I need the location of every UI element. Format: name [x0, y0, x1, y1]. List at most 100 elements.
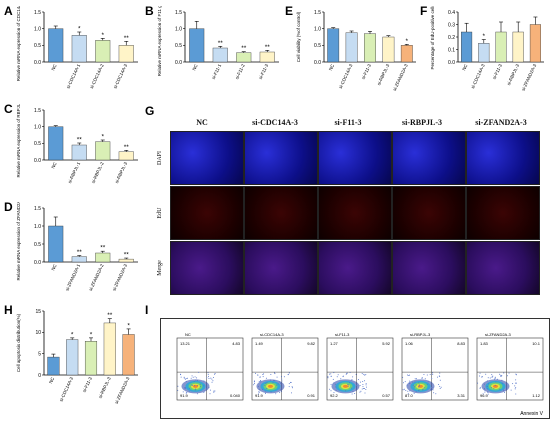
event-dot — [190, 377, 192, 379]
x-tick-label: si-RBPJL-3 — [98, 376, 112, 399]
event-dot — [334, 383, 336, 385]
event-dot — [423, 374, 425, 376]
micrograph-edu-5 — [466, 186, 540, 240]
micrograph-edu-2 — [244, 186, 318, 240]
event-dot — [479, 386, 481, 388]
panel-label-b: B — [145, 4, 154, 18]
event-dot — [184, 388, 186, 390]
event-dot — [333, 392, 335, 394]
event-dot — [429, 374, 431, 376]
bar — [71, 35, 87, 63]
flow-plot-title: si-F11-3 — [335, 332, 350, 337]
event-dot — [195, 379, 197, 381]
event-dot — [342, 376, 344, 378]
micrograph-dapi-5 — [466, 131, 540, 185]
x-tick-label: si-F11-1 — [211, 63, 223, 80]
event-dot — [192, 376, 194, 378]
event-dot — [280, 382, 282, 384]
event-dot — [356, 384, 358, 386]
event-dot — [183, 377, 185, 379]
micrograph-dapi-2 — [244, 131, 318, 185]
event-dot — [212, 377, 214, 379]
x-tick-label: si-RBPJL-3 — [376, 63, 390, 86]
significance-mark: ** — [77, 137, 83, 144]
y-tick-label: 10 — [35, 330, 41, 336]
micrograph-dapi-3 — [318, 131, 392, 185]
quadrant-ur-value: 8.83 — [457, 341, 466, 346]
y-tick-label: 0.5 — [34, 141, 41, 147]
event-dot — [330, 375, 332, 377]
quadrant-ul-value: 1.06 — [405, 341, 414, 346]
x-tick-label: NC — [48, 376, 56, 385]
quadrant-lr-value: 0.040 — [230, 393, 241, 398]
event-dot — [484, 391, 486, 393]
event-dot — [514, 388, 516, 390]
event-dot — [290, 382, 292, 384]
event-dot — [361, 388, 363, 390]
event-dot — [281, 378, 283, 380]
y-axis-label: Relative mRNA expression of F11 gene — [157, 6, 162, 76]
event-dot — [254, 380, 256, 382]
event-dot — [348, 384, 350, 386]
event-dot — [364, 392, 366, 394]
g-row-head-merge: Merge — [157, 260, 163, 276]
event-dot — [277, 383, 279, 385]
event-dot — [484, 383, 486, 385]
event-dot — [501, 375, 503, 377]
event-dot — [514, 385, 516, 387]
event-dot — [327, 377, 329, 379]
x-tick-label: NC — [328, 63, 336, 72]
event-dot — [402, 376, 404, 378]
event-dot — [403, 388, 405, 390]
x-tick-label: si-CDC14A-3 — [58, 376, 74, 403]
bar — [71, 144, 87, 161]
event-dot — [407, 390, 409, 392]
bar — [48, 126, 64, 161]
event-dot — [439, 388, 441, 390]
flow-plot-4: si-RBPJL-3 1.06 8.83 87.0 3.31 — [401, 332, 469, 401]
event-dot — [210, 377, 212, 379]
quadrant-ll-value: 87.0 — [405, 393, 414, 398]
bar — [345, 32, 358, 63]
event-dot — [333, 382, 335, 384]
event-dot — [351, 379, 353, 381]
event-dot — [359, 381, 361, 383]
event-dot — [408, 382, 410, 384]
event-dot — [349, 372, 351, 374]
event-dot — [485, 373, 487, 375]
event-dot — [255, 372, 257, 374]
bar — [118, 258, 134, 263]
g-col-head-3: si-F11-3 — [334, 118, 362, 127]
event-dot — [186, 392, 188, 394]
event-dot — [207, 374, 209, 376]
event-dot — [362, 386, 364, 388]
event-dot — [329, 388, 331, 390]
event-dot — [502, 389, 504, 391]
quadrant-ll-value: 96.9 — [480, 393, 489, 398]
event-dot — [438, 384, 440, 386]
event-dot — [336, 376, 338, 378]
bar — [327, 28, 340, 63]
event-dot — [199, 383, 201, 385]
x-tick-label: si-CDC14A-1 — [65, 63, 81, 90]
quadrant-ul-value: 1.49 — [255, 341, 264, 346]
y-tick-label: 0.0 — [34, 158, 41, 164]
event-dot — [365, 386, 367, 388]
event-dot — [203, 380, 205, 382]
significance-mark: * — [101, 32, 104, 39]
y-axis-label: Percentage of EdU-positive cells — [430, 6, 435, 70]
event-dot — [491, 374, 493, 376]
y-tick-label: 1.0 — [314, 26, 321, 32]
event-dot — [283, 376, 285, 378]
event-dot — [409, 390, 411, 392]
y-tick-label: 0.1 — [448, 47, 455, 53]
event-dot — [491, 376, 493, 378]
event-dot — [515, 379, 517, 381]
y-axis-label: Cell viability (%of control) — [296, 11, 301, 62]
bar — [48, 225, 64, 263]
event-dot — [422, 389, 424, 391]
event-dot — [206, 377, 208, 379]
event-dot — [432, 373, 434, 375]
event-dot — [484, 389, 486, 391]
event-dot — [351, 393, 353, 395]
